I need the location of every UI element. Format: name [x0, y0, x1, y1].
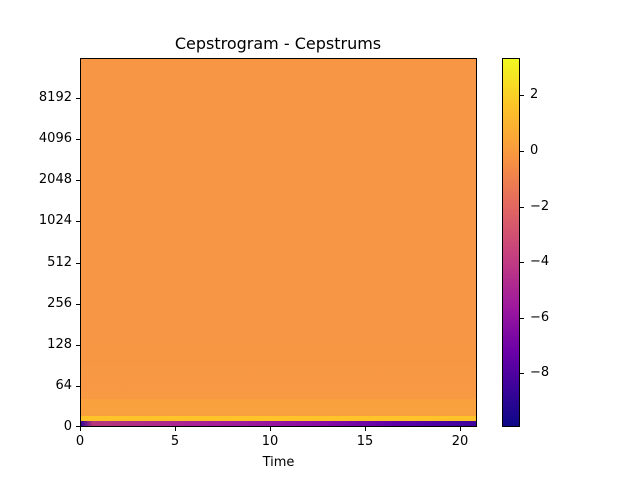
- y-tick-mark: [76, 98, 80, 99]
- colorbar-tick-label: 0: [530, 143, 539, 158]
- x-tick-label: 0: [75, 434, 85, 449]
- y-tick-label: 8192: [38, 90, 72, 105]
- y-tick-mark: [76, 263, 80, 264]
- y-tick-label: 1024: [38, 213, 72, 228]
- x-tick-label: 5: [170, 434, 180, 449]
- colorbar-tick-label: 2: [530, 87, 539, 102]
- y-tick-label: 64: [55, 378, 72, 393]
- colorbar-tick-mark: [520, 318, 524, 319]
- y-tick-label: 128: [47, 337, 72, 352]
- y-tick-label: 4096: [38, 131, 72, 146]
- colorbar: [502, 58, 520, 427]
- x-tick-mark: [270, 427, 271, 431]
- colorbar-tick-label: −6: [530, 310, 550, 325]
- x-tick-mark: [365, 427, 366, 431]
- y-tick-mark: [76, 345, 80, 346]
- x-tick-mark: [80, 427, 81, 431]
- x-tick-label: 15: [356, 434, 374, 449]
- x-axis-label: Time: [262, 455, 295, 470]
- y-tick-mark: [76, 221, 80, 222]
- heatmap-image: [81, 59, 476, 426]
- y-tick-mark: [76, 180, 80, 181]
- y-tick-mark: [76, 139, 80, 140]
- cepstrogram-plot-area: [80, 58, 477, 427]
- colorbar-tick-mark: [520, 95, 524, 96]
- x-tick-mark: [460, 427, 461, 431]
- x-tick-label: 10: [261, 434, 279, 449]
- y-tick-label: 256: [47, 296, 72, 311]
- colorbar-tick-label: −8: [530, 365, 550, 380]
- colorbar-tick-mark: [520, 262, 524, 263]
- y-tick-label: 2048: [38, 172, 72, 187]
- x-tick-mark: [175, 427, 176, 431]
- y-tick-label: 0: [63, 419, 72, 434]
- colorbar-tick-label: −4: [530, 254, 550, 269]
- colorbar-tick-mark: [520, 151, 524, 152]
- y-tick-mark: [76, 426, 80, 427]
- x-tick-label: 20: [451, 434, 469, 449]
- colorbar-tick-mark: [520, 373, 524, 374]
- chart-title: Cepstrogram - Cepstrums: [174, 34, 382, 53]
- y-tick-mark: [76, 386, 80, 387]
- colorbar-tick-label: −2: [530, 199, 550, 214]
- y-tick-label: 512: [47, 255, 72, 270]
- colorbar-tick-mark: [520, 207, 524, 208]
- y-tick-mark: [76, 304, 80, 305]
